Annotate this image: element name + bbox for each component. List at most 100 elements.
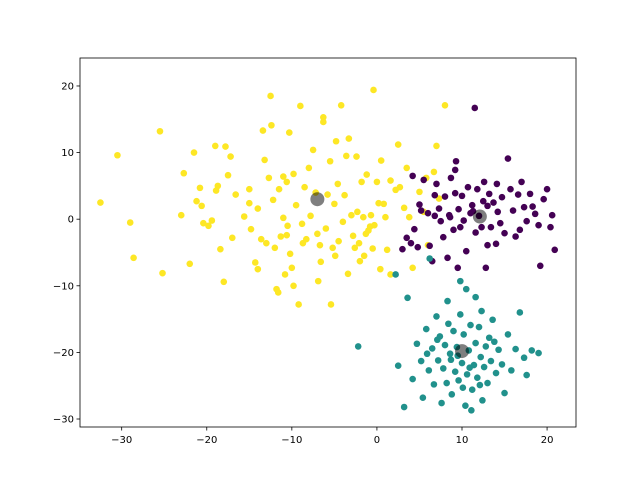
scatter-point-cluster-1	[484, 241, 491, 249]
scatter-point-cluster-0	[130, 254, 137, 262]
scatter-point-cluster-1	[471, 104, 479, 112]
scatter-point-cluster-1	[478, 223, 485, 231]
scatter-point-cluster-2	[426, 255, 433, 262]
scatter-point-cluster-0	[220, 278, 228, 286]
scatter-point-cluster-2	[423, 350, 431, 358]
points-layer	[97, 86, 559, 414]
scatter-point-cluster-2	[439, 365, 447, 372]
scatter-point-cluster-1	[516, 226, 524, 234]
scatter-point-cluster-1	[523, 217, 530, 225]
scatter-point-cluster-1	[494, 208, 502, 216]
scatter-point-cluster-0	[240, 213, 248, 220]
scatter-point-cluster-1	[435, 205, 443, 212]
scatter-point-cluster-2	[458, 359, 466, 367]
scatter-point-cluster-0	[358, 178, 365, 186]
centroid-layer	[310, 192, 487, 359]
scatter-point-cluster-0	[114, 151, 121, 159]
scatter-point-cluster-2	[492, 369, 500, 377]
scatter-point-cluster-2	[434, 336, 441, 344]
cluster-centroid-marker	[310, 192, 325, 207]
scatter-point-cluster-0	[297, 102, 304, 110]
scatter-point-cluster-2	[444, 297, 451, 305]
scatter-point-cluster-0	[354, 208, 361, 216]
scatter-point-cluster-0	[387, 177, 394, 184]
scatter-point-cluster-0	[180, 169, 188, 177]
scatter-point-cluster-1	[472, 229, 479, 236]
scatter-point-cluster-1	[451, 166, 459, 174]
scatter-point-cluster-2	[504, 331, 512, 338]
scatter-point-cluster-0	[288, 264, 296, 272]
scatter-point-cluster-0	[247, 225, 255, 233]
y-tick-label: 10	[61, 148, 74, 159]
scatter-point-cluster-2	[475, 323, 483, 331]
scatter-point-cluster-2	[512, 345, 519, 353]
scatter-point-cluster-1	[480, 178, 488, 186]
scatter-point-cluster-0	[396, 183, 404, 191]
scatter-point-cluster-0	[251, 259, 259, 266]
scatter-point-cluster-0	[371, 221, 378, 229]
scatter-point-cluster-1	[437, 217, 445, 225]
scatter-point-cluster-0	[205, 222, 212, 230]
scatter-point-cluster-1	[493, 180, 501, 188]
scatter-point-cluster-0	[327, 301, 335, 308]
scatter-point-cluster-1	[507, 185, 514, 193]
scatter-point-cluster-0	[342, 152, 350, 160]
scatter-point-cluster-0	[339, 218, 347, 226]
scatter-point-cluster-1	[455, 205, 462, 213]
scatter-point-cluster-0	[275, 185, 283, 193]
scatter-point-cluster-2	[451, 368, 459, 376]
scatter-point-cluster-0	[349, 232, 357, 240]
scatter-point-cluster-0	[344, 270, 352, 278]
scatter-point-cluster-0	[334, 180, 342, 188]
scatter-point-cluster-0	[285, 129, 293, 136]
scatter-point-cluster-2	[443, 379, 450, 387]
scatter-point-cluster-0	[307, 212, 314, 220]
scatter-point-cluster-1	[409, 172, 416, 180]
scatter-point-cluster-0	[156, 127, 164, 135]
scatter-point-cluster-1	[514, 191, 522, 198]
scatter-point-cluster-0	[301, 183, 308, 191]
scatter-point-cluster-2	[400, 403, 408, 411]
y-axis: −30 −20 −10 0 10 20	[53, 81, 80, 426]
scatter-point-cluster-1	[403, 234, 411, 242]
scatter-point-cluster-0	[198, 202, 205, 210]
scatter-point-cluster-2	[457, 277, 464, 285]
scatter-point-cluster-0	[400, 204, 408, 212]
scatter-point-cluster-1	[426, 242, 433, 250]
y-tick-label: 0	[68, 215, 74, 226]
scatter-point-cluster-2	[445, 320, 452, 328]
scatter-point-cluster-0	[331, 252, 339, 260]
scatter-point-cluster-2	[462, 285, 470, 293]
scatter-point-cluster-0	[159, 269, 166, 277]
scatter-point-cluster-2	[468, 386, 476, 394]
y-tick-label: −10	[53, 281, 74, 292]
scatter-point-cluster-0	[405, 213, 413, 221]
scatter-point-cluster-2	[354, 343, 362, 350]
scatter-point-cluster-0	[409, 264, 416, 272]
scatter-point-cluster-1	[543, 185, 551, 193]
scatter-point-cluster-0	[246, 185, 253, 193]
scatter-point-cluster-0	[326, 157, 334, 165]
scatter-point-cluster-0	[331, 200, 338, 208]
scatter-point-cluster-0	[441, 101, 449, 109]
scatter-point-cluster-2	[472, 293, 479, 301]
scatter-point-cluster-0	[377, 265, 384, 273]
scatter-point-cluster-0	[228, 234, 236, 242]
scatter-point-cluster-0	[370, 86, 377, 94]
scatter-point-cluster-0	[324, 191, 331, 198]
cluster-centroid-marker	[455, 344, 469, 359]
scatter-point-cluster-1	[492, 240, 500, 248]
scatter-point-cluster-0	[208, 217, 216, 224]
scatter-point-cluster-2	[523, 371, 530, 379]
scatter-point-cluster-0	[320, 118, 327, 126]
scatter-point-cluster-0	[227, 153, 234, 160]
scatter-point-cluster-1	[420, 176, 428, 184]
scatter-point-cluster-0	[314, 277, 322, 285]
scatter-point-cluster-0	[186, 260, 194, 268]
scatter-point-cluster-1	[484, 202, 491, 210]
scatter-point-cluster-0	[290, 170, 297, 178]
scatter-point-cluster-1	[460, 217, 468, 224]
scatter-point-cluster-2	[392, 271, 399, 278]
scatter-point-cluster-1	[433, 180, 440, 188]
